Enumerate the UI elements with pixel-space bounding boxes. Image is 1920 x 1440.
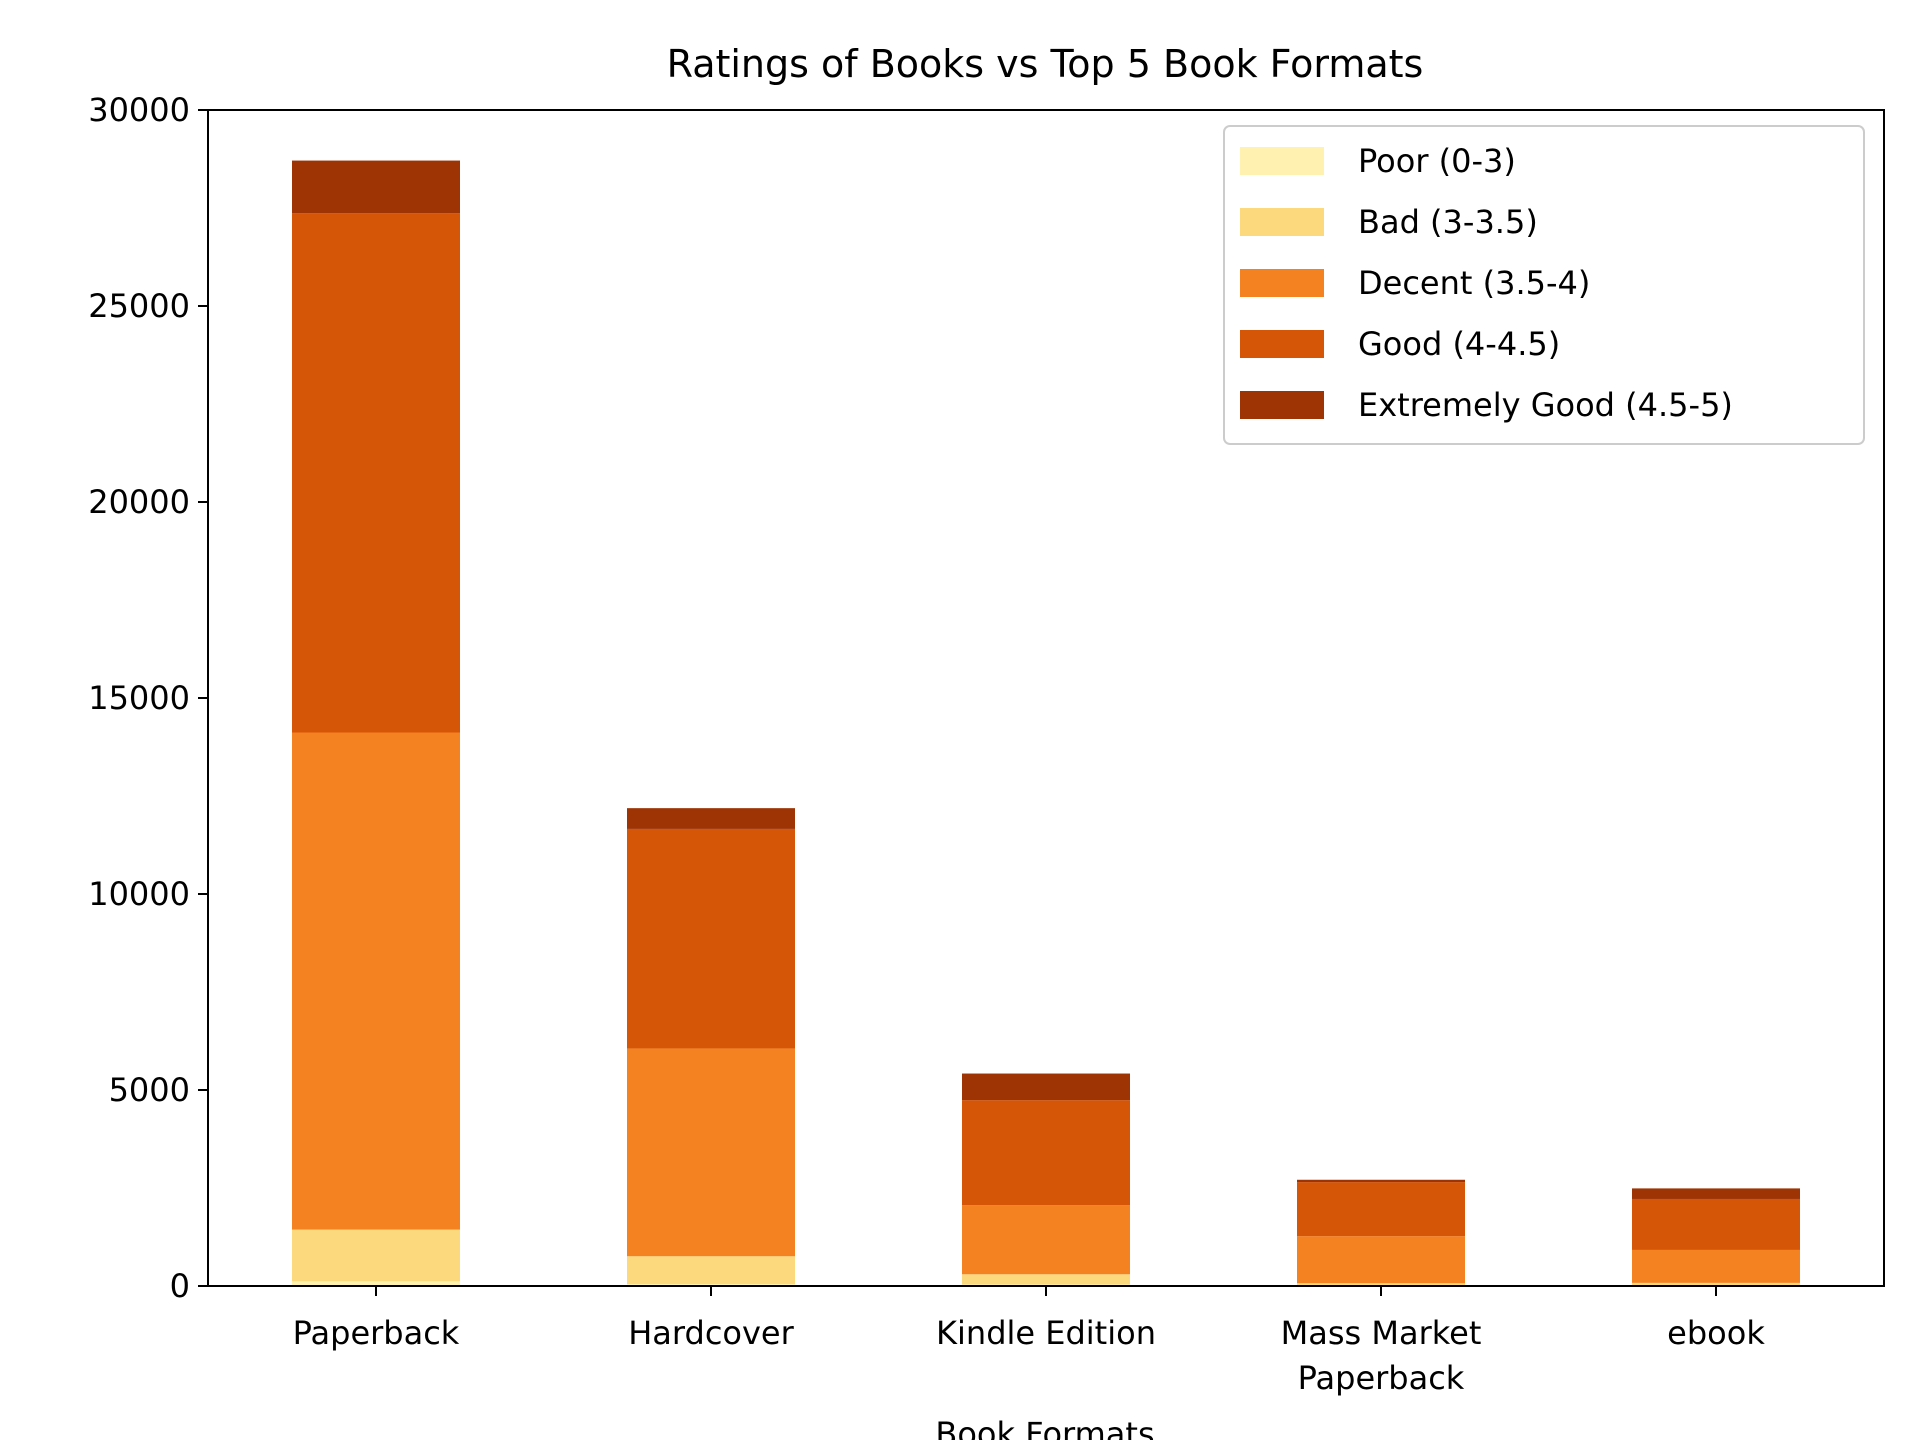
bar-segment-1-4 [292,213,460,733]
legend-swatch [1240,208,1324,236]
x-axis: Paperback Hardcover Kindle Edition Mass Mar… [293,1286,1765,1397]
bar-segment-4-4 [1297,1182,1465,1237]
bar-segment-4-3 [1297,1236,1465,1284]
bar-segment-1-5 [292,160,460,214]
legend-swatch [1240,391,1324,419]
bar-segment-3-5 [962,1073,1130,1101]
legend-label: Extremely Good (4.5-5) [1358,386,1733,424]
legend-swatch [1240,147,1324,175]
bar-segment-3-4 [962,1100,1130,1206]
legend-label: Good (4-4.5) [1358,325,1560,363]
legend-swatch [1240,269,1324,297]
chart-title: Ratings of Books vs Top 5 Book Formats [667,42,1424,86]
y-tick-label: 15000 [88,679,190,717]
y-tick-label: 5000 [109,1071,190,1109]
bar-segment-3-3 [962,1205,1130,1275]
bar-segment-2-5 [627,808,795,829]
bar-segment-5-5 [1632,1188,1800,1199]
legend-label: Bad (3-3.5) [1358,203,1538,241]
bar-segment-3-2 [962,1274,1130,1285]
y-tick-label: 0 [170,1267,190,1305]
x-tick-label: Paperback [293,1314,460,1352]
legend: Poor (0-3) Bad (3-3.5) Decent (3.5-4) Good … [1223,125,1865,445]
y-tick-label: 20000 [88,483,190,521]
bar-segment-2-2 [627,1256,795,1285]
bar-segment-5-2 [1632,1282,1800,1286]
x-tick-label: Mass Market Paperback [1281,1314,1482,1397]
y-axis: 0 5000 10000 15000 20000 25000 30000 [88,91,208,1305]
bar-segment-1-2 [292,1229,460,1282]
bar-segment-5-4 [1632,1198,1800,1250]
legend-swatch [1240,330,1324,358]
legend-label: Decent (3.5-4) [1358,264,1590,302]
legend-label: Poor (0-3) [1358,142,1516,180]
x-tick-label: Hardcover [628,1314,794,1352]
x-tick-label: ebook [1667,1314,1765,1352]
bar-segment-1-3 [292,732,460,1230]
y-tick-label: 25000 [88,287,190,325]
x-tick-label: Kindle Edition [936,1314,1156,1352]
x-axis-label: Book Formats [935,1415,1154,1440]
bar-segment-2-3 [627,1048,795,1257]
bar-segment-4-5 [1297,1179,1465,1183]
bar-segment-4-2 [1297,1283,1465,1286]
bar-segment-5-3 [1632,1249,1800,1283]
bar-segment-1-1 [292,1281,460,1286]
legend-box [1223,125,1865,445]
bar-segment-2-4 [627,828,795,1049]
y-tick-label: 10000 [88,875,190,913]
y-tick-label: 30000 [88,91,190,129]
